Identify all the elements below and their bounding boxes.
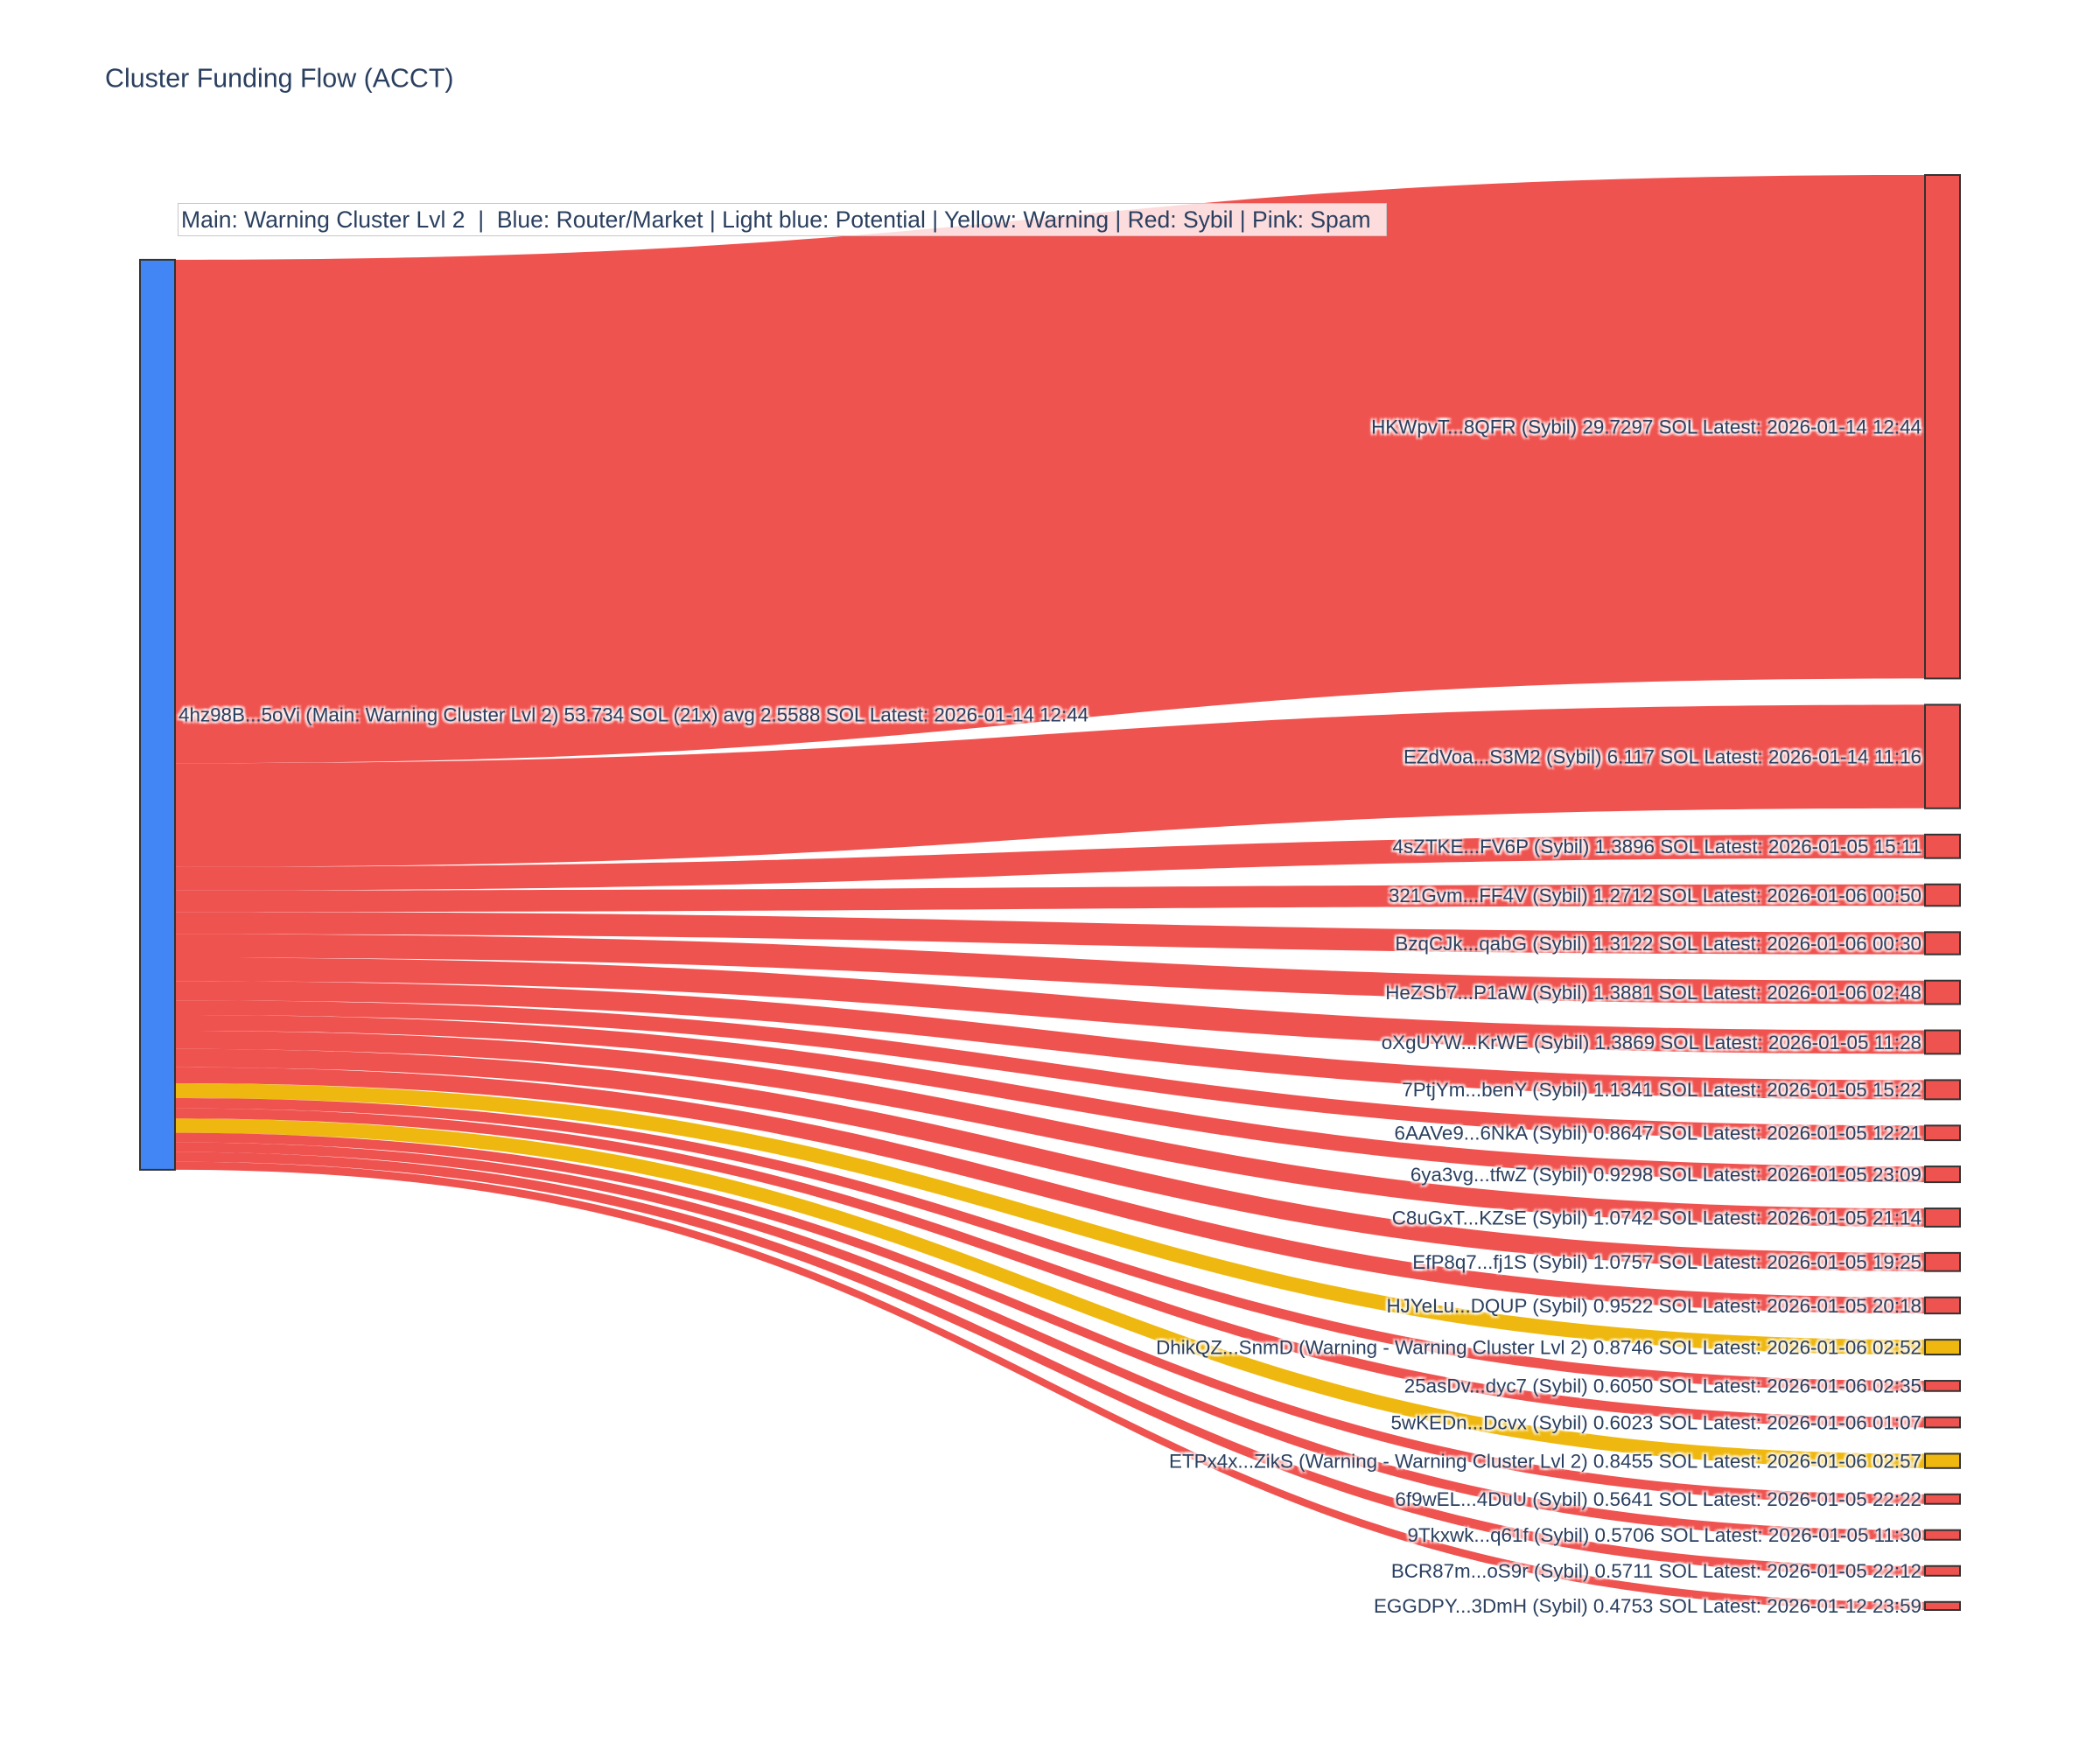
- svg-text:HeZSb7...P1aW (Sybil) 1.3881 S: HeZSb7...P1aW (Sybil) 1.3881 SOL Latest:…: [1385, 982, 1922, 1004]
- svg-text:Cluster Funding Flow (ACCT): Cluster Funding Flow (ACCT): [105, 64, 454, 94]
- svg-text:HKWpvT...8QFR (Sybil) 29.7297: HKWpvT...8QFR (Sybil) 29.7297 SOL Latest…: [1371, 416, 1922, 438]
- svg-text:BzqCJk...qabG (Sybil) 1.3122 S: BzqCJk...qabG (Sybil) 1.3122 SOL Latest:…: [1395, 933, 1922, 955]
- svg-text:Main: Warning Cluster Lvl 2 |: Main: Warning Cluster Lvl 2 | Blue: Rout…: [181, 206, 1383, 233]
- svg-text:7PtjYm...benY (Sybil) 1.1341 S: 7PtjYm...benY (Sybil) 1.1341 SOL Latest:…: [1402, 1079, 1922, 1101]
- svg-text:6ya3vg...tfwZ (Sybil) 0.9298 S: 6ya3vg...tfwZ (Sybil) 0.9298 SOL Latest:…: [1410, 1164, 1922, 1186]
- svg-text:C8uGxT...KZsE (Sybil) 1.0742 S: C8uGxT...KZsE (Sybil) 1.0742 SOL Latest:…: [1392, 1207, 1922, 1228]
- svg-text:25asDv...dyc7 (Sybil) 0.6050 S: 25asDv...dyc7 (Sybil) 0.6050 SOL Latest:…: [1404, 1376, 1922, 1397]
- svg-text:EfP8q7...fj1S (Sybil) 1.0757 S: EfP8q7...fj1S (Sybil) 1.0757 SOL Latest:…: [1412, 1251, 1922, 1273]
- svg-text:HJYeLu...DQUP (Sybil) 0.9522 S: HJYeLu...DQUP (Sybil) 0.9522 SOL Latest:…: [1386, 1295, 1922, 1317]
- svg-text:321Gvm...FF4V (Sybil) 1.2712 S: 321Gvm...FF4V (Sybil) 1.2712 SOL Latest:…: [1389, 885, 1922, 906]
- svg-text:BCR87m...oS9r (Sybil) 0.5711 S: BCR87m...oS9r (Sybil) 0.5711 SOL Latest:…: [1391, 1560, 1922, 1582]
- svg-text:9Tkxwk...q61f (Sybil) 0.5706 S: 9Tkxwk...q61f (Sybil) 0.5706 SOL Latest:…: [1408, 1524, 1922, 1546]
- svg-text:5wKEDn...Dcvx (Sybil) 0.6023 S: 5wKEDn...Dcvx (Sybil) 0.6023 SOL Latest:…: [1390, 1411, 1922, 1433]
- svg-text:DhikQZ...SnmD (Warning - Warni: DhikQZ...SnmD (Warning - Warning Cluster…: [1156, 1336, 1922, 1358]
- svg-text:oXgUYW...KrWE (Sybil) 1.3869 S: oXgUYW...KrWE (Sybil) 1.3869 SOL Latest:…: [1382, 1032, 1922, 1054]
- svg-text:4hz98B...5oVi (Main: Warning C: 4hz98B...5oVi (Main: Warning Cluster Lvl…: [178, 704, 1088, 726]
- svg-text:6f9wEL...4DuU (Sybil) 0.5641 S: 6f9wEL...4DuU (Sybil) 0.5641 SOL Latest:…: [1395, 1488, 1922, 1510]
- svg-text:6AAVe9...6NkA (Sybil) 0.8647 S: 6AAVe9...6NkA (Sybil) 0.8647 SOL Latest:…: [1395, 1123, 1922, 1144]
- svg-text:ETPx4x...ZikS (Warning - Warni: ETPx4x...ZikS (Warning - Warning Cluster…: [1169, 1450, 1922, 1472]
- svg-text:4sZTKE...FV6P (Sybil) 1.3896 S: 4sZTKE...FV6P (Sybil) 1.3896 SOL Latest:…: [1393, 836, 1922, 858]
- svg-text:EGGDPY...3DmH (Sybil) 0.4753 S: EGGDPY...3DmH (Sybil) 0.4753 SOL Latest:…: [1374, 1595, 1922, 1617]
- svg-text:EZdVoa...S3M2 (Sybil) 6.117 SO: EZdVoa...S3M2 (Sybil) 6.117 SOL Latest: …: [1404, 746, 1922, 767]
